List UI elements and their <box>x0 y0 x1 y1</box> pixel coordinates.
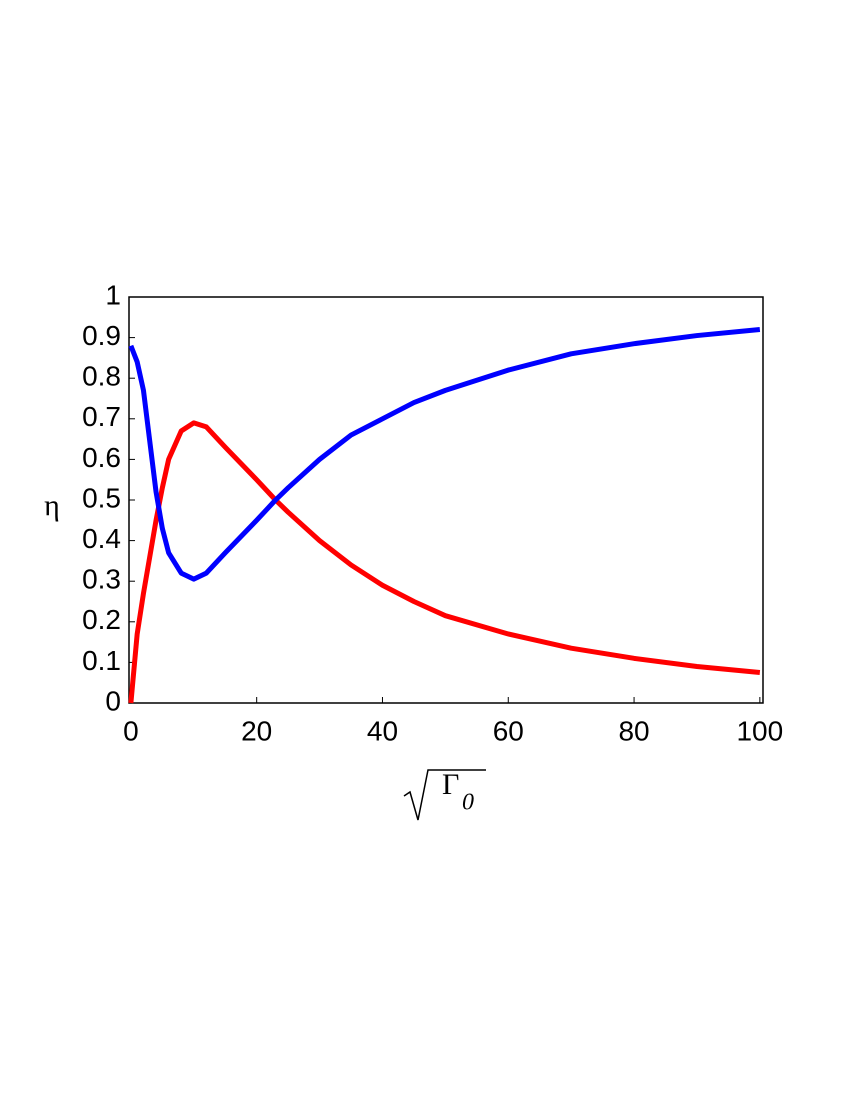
x-tick-label: 100 <box>736 715 783 746</box>
x-tick-label: 80 <box>618 715 649 746</box>
x-tick-label: 60 <box>493 715 524 746</box>
y-tick-label: 1 <box>105 279 121 310</box>
y-tick-label: 0.8 <box>82 361 121 392</box>
x-tick-label: 20 <box>241 715 272 746</box>
y-tick-label: 0.7 <box>82 401 121 432</box>
y-tick-label: 0.1 <box>82 645 121 676</box>
y-tick-label: 0.3 <box>82 564 121 595</box>
y-tick-label: 0.2 <box>82 604 121 635</box>
y-tick-label: 0.9 <box>82 320 121 351</box>
data-line <box>128 326 761 582</box>
x-label-radical <box>403 769 486 821</box>
y-tick-label: 0.6 <box>82 442 121 473</box>
x-tick-label: 0 <box>123 715 139 746</box>
x-axis-label-subscript: 0 <box>462 790 474 816</box>
x-tick-label: 40 <box>367 715 398 746</box>
y-tick-label: 0 <box>105 685 121 716</box>
y-axis-label: η <box>44 489 60 522</box>
plot-frame <box>128 296 764 704</box>
y-tick-label: 0.4 <box>82 523 121 554</box>
x-axis-label-base: Γ <box>442 768 459 801</box>
y-tick-label: 0.5 <box>82 482 121 513</box>
data-line <box>128 420 761 704</box>
